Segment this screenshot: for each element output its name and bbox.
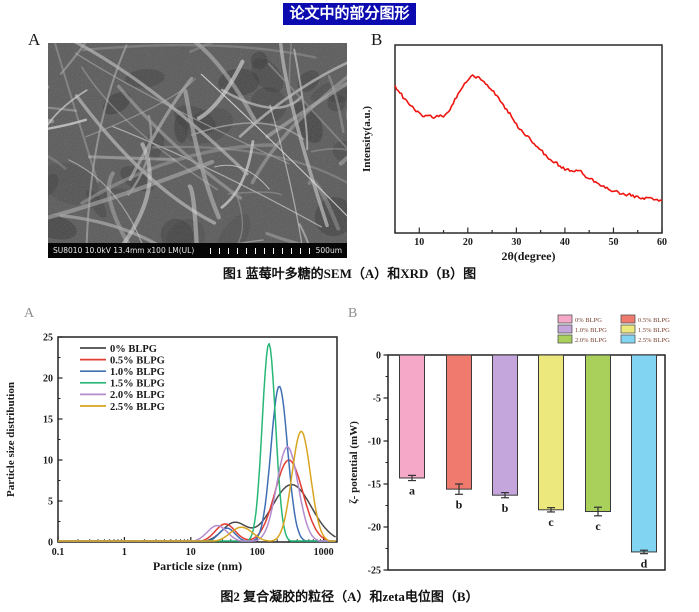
svg-text:0.5% BLPG: 0.5% BLPG — [110, 355, 165, 366]
fig2-panel-b-label: B — [348, 306, 358, 321]
sem-info-text: SU8010 10.0kV 13.4mm x100 LM(UL) — [53, 246, 195, 255]
svg-text:-10: -10 — [368, 437, 381, 448]
sem-info-bar: SU8010 10.0kV 13.4mm x100 LM(UL) 500um — [48, 243, 347, 258]
svg-text:2.0% BLPG: 2.0% BLPG — [110, 390, 165, 401]
xrd-chart: 10 20 30 40 50 60 2θ(degree) Intensity(a.u.) — [361, 44, 667, 263]
fig1-panel-b-label: B — [371, 30, 383, 49]
svg-text:-5: -5 — [373, 394, 381, 405]
particle-size-chart: 0.1 1 10 100 1000 0 5 10 15 20 25 Particle size (nm… — [5, 333, 338, 573]
svg-text:d: d — [641, 557, 648, 571]
svg-text:a: a — [409, 484, 415, 498]
zeta-potential-chart: 0 -5 -10 -15 -20 -25 ζ- potential (mW) a b b c c d 0%… — [348, 314, 670, 577]
svg-text:1000: 1000 — [314, 547, 334, 558]
svg-text:20: 20 — [463, 237, 473, 248]
sem-scale-label: 500um — [315, 246, 342, 255]
svg-text:Particle size distribution: Particle size distribution — [5, 382, 17, 497]
svg-text:10: 10 — [43, 456, 53, 467]
svg-text:ζ- potential (mW): ζ- potential (mW) — [348, 421, 360, 504]
fig1-panel-a-label: A — [28, 30, 41, 49]
svg-text:2.5% BLPG: 2.5% BLPG — [638, 337, 670, 344]
svg-text:0% BLPG: 0% BLPG — [575, 317, 602, 324]
svg-text:25: 25 — [43, 333, 53, 344]
svg-text:10: 10 — [186, 547, 196, 558]
sem-image — [48, 43, 347, 243]
svg-text:c: c — [548, 515, 554, 529]
svg-text:50: 50 — [608, 237, 618, 248]
svg-text:Particle size (nm): Particle size (nm) — [153, 559, 242, 573]
svg-text:0.5% BLPG: 0.5% BLPG — [638, 317, 670, 324]
svg-text:c: c — [595, 519, 601, 533]
svg-text:-25: -25 — [368, 566, 381, 577]
svg-text:b: b — [456, 497, 463, 511]
svg-text:60: 60 — [657, 237, 667, 248]
page-title-wrap: 论文中的部分图形 — [0, 3, 699, 25]
svg-text:-20: -20 — [368, 523, 381, 534]
svg-text:Intensity(a.u.): Intensity(a.u.) — [361, 106, 373, 172]
svg-text:1.5% BLPG: 1.5% BLPG — [110, 379, 165, 390]
svg-text:-15: -15 — [368, 480, 381, 491]
svg-text:10: 10 — [414, 237, 424, 248]
svg-text:0% BLPG: 0% BLPG — [110, 344, 157, 355]
svg-text:1.5% BLPG: 1.5% BLPG — [638, 327, 670, 334]
svg-text:40: 40 — [560, 237, 570, 248]
svg-text:20: 20 — [43, 374, 53, 385]
svg-text:2.0% BLPG: 2.0% BLPG — [575, 337, 607, 344]
svg-text:2.5% BLPG: 2.5% BLPG — [110, 402, 165, 413]
svg-text:b: b — [502, 501, 509, 515]
svg-text:1.0% BLPG: 1.0% BLPG — [110, 367, 165, 378]
svg-text:5: 5 — [48, 497, 53, 508]
svg-text:0: 0 — [48, 538, 53, 549]
svg-text:1.0% BLPG: 1.0% BLPG — [575, 327, 607, 334]
svg-text:0: 0 — [376, 351, 381, 362]
svg-text:2θ(degree): 2θ(degree) — [501, 249, 555, 263]
svg-text:15: 15 — [43, 415, 53, 426]
svg-text:100: 100 — [250, 547, 265, 558]
svg-text:1: 1 — [122, 547, 127, 558]
fig2-caption: 图2 复合凝胶的粒径（A）和zeta电位图（B） — [220, 589, 479, 604]
page-title: 论文中的部分图形 — [283, 3, 416, 25]
svg-text:0.1: 0.1 — [52, 547, 65, 558]
sem-scale-ruler — [210, 247, 310, 254]
fig1-caption: 图1 蓝莓叶多糖的SEM（A）和XRD（B）图 — [222, 266, 477, 281]
fig2-panel-a-label: A — [24, 306, 35, 321]
svg-text:30: 30 — [511, 237, 521, 248]
